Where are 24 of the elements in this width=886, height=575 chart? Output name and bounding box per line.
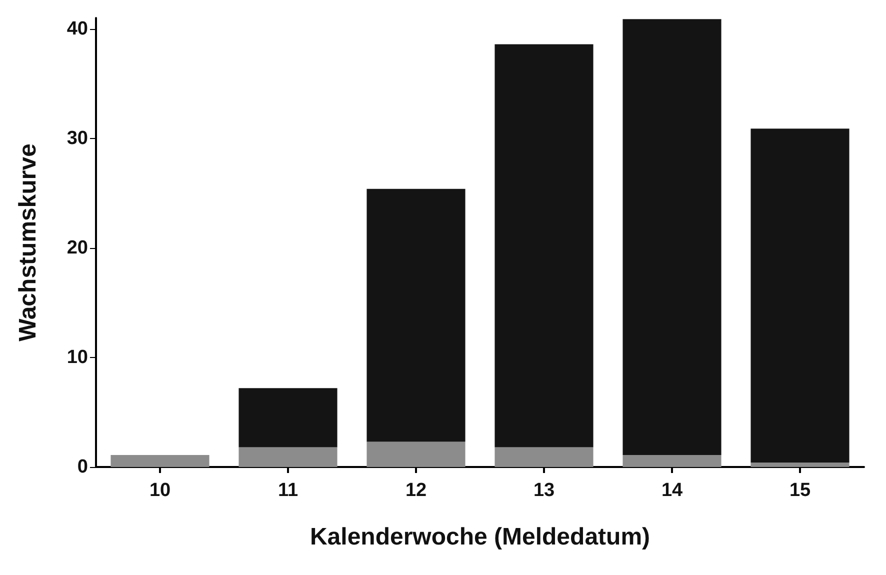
bar: [622, 19, 722, 455]
y-tick-label: 40: [66, 18, 88, 40]
bar: [110, 454, 210, 467]
y-tick-label: 0: [77, 456, 88, 478]
x-tick-label: 12: [405, 480, 427, 501]
bar: [622, 454, 722, 467]
y-tick-label: 30: [66, 128, 88, 149]
bar: [238, 388, 338, 448]
x-tick-label: 10: [149, 480, 171, 501]
x-tick-label: 15: [789, 480, 811, 501]
y-tick-label: 20: [66, 237, 88, 258]
y-axis-title: Wachstumskurve: [14, 144, 42, 342]
bar: [494, 447, 594, 467]
x-tick-label: 11: [278, 480, 298, 501]
x-tick-label: 14: [661, 480, 683, 501]
bar: [366, 442, 466, 467]
bar: [750, 462, 850, 467]
bar: [750, 128, 850, 463]
x-axis-title: Kalenderwoche (Meldedatum): [310, 524, 650, 550]
x-tick-label: 13: [533, 480, 555, 501]
bar: [238, 447, 338, 467]
bar: [366, 188, 466, 442]
y-tick-label: 10: [66, 346, 88, 368]
bar: [494, 44, 594, 448]
